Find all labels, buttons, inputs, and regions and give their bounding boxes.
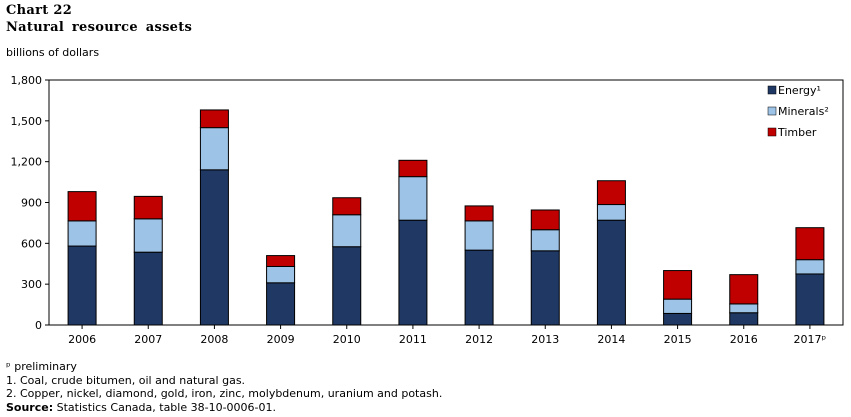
x-axis: 2006 2007 2008 2009 2010 2011 2012 2013 2014 2015… [68, 325, 827, 346]
y-axis-unit-label: billions of dollars [6, 46, 100, 59]
x-tick-label: 2012 [465, 333, 493, 346]
note-preliminary: ᵖ preliminary [6, 360, 77, 373]
bar-segment [530, 229, 560, 252]
bar-segment [464, 205, 494, 222]
legend-swatch [767, 106, 777, 116]
legend-label: Timber [777, 126, 817, 139]
bar-segment [266, 282, 296, 326]
x-tick-label: 2007 [134, 333, 162, 346]
bar-segment [398, 219, 428, 326]
footnotes: ᵖ preliminary 1. Coal, crude bitumen, oi… [6, 360, 442, 414]
y-tick-label: 600 [21, 237, 42, 250]
bar-segment [67, 245, 97, 326]
y-tick-label: 900 [21, 197, 42, 210]
x-tick-label: 2016 [730, 333, 758, 346]
bar-segment [596, 180, 626, 206]
legend-label: Energy¹ [778, 84, 821, 97]
bar-segment [663, 298, 693, 314]
bar-segment [332, 197, 362, 216]
bar-segment [332, 214, 362, 248]
bar-segment [729, 312, 759, 326]
legend-swatch [767, 127, 777, 137]
y-tick-label: 1,800 [11, 74, 43, 87]
source-line: Source: Statistics Canada, table 38-10-0… [6, 401, 442, 415]
bar-segment [596, 204, 626, 221]
bar-segment [266, 255, 296, 267]
y-axis: 0 300 600 900 1,200 1,500 1,800 [11, 74, 49, 332]
bar-segment [199, 127, 229, 171]
x-tick-label: 2015 [664, 333, 692, 346]
bar-segment [530, 209, 560, 231]
legend-label: Minerals² [778, 105, 829, 118]
plot-border [48, 79, 844, 326]
chart-number: Chart 22 [6, 3, 73, 18]
x-tick-label: 2006 [68, 333, 96, 346]
x-tick-label: 2013 [531, 333, 559, 346]
bar-segment [795, 227, 825, 261]
bar-segment [795, 273, 825, 326]
bar-segment [199, 109, 229, 129]
bar-segment [530, 250, 560, 326]
x-tick-label: 2008 [200, 333, 228, 346]
legend-swatch [767, 85, 777, 95]
source-label: Source: [6, 400, 54, 414]
bar-segment [67, 220, 97, 247]
y-tick-label: 300 [21, 278, 42, 291]
plot-area [48, 79, 844, 326]
legend: Energy¹ Minerals² Timber [767, 84, 829, 139]
bar-segment [596, 219, 626, 326]
bar-segment [464, 220, 494, 251]
bar-segment [398, 176, 428, 221]
bar-segment [133, 251, 163, 326]
bar-segment [663, 312, 693, 326]
source-text: Statistics Canada, table 38-10-0006-01. [53, 400, 276, 414]
bar-segment [133, 218, 163, 253]
bar-segment [663, 270, 693, 300]
x-tick-label: 2010 [333, 333, 361, 346]
bar-segment [199, 169, 229, 326]
x-tick-label: 2009 [267, 333, 295, 346]
note-energy: 1. Coal, crude bitumen, oil and natural … [6, 373, 246, 387]
bar-segment [266, 265, 296, 284]
y-tick-label: 0 [35, 319, 42, 332]
bar-segment [464, 249, 494, 326]
bar-segment [67, 191, 97, 222]
x-tick-label: 2017ᵖ [794, 333, 827, 346]
bar-segment [133, 195, 163, 220]
bar-segment [795, 259, 825, 275]
bar-segment [729, 303, 759, 314]
y-tick-label: 1,500 [11, 115, 43, 128]
bars-group [67, 109, 825, 326]
x-tick-label: 2014 [597, 333, 625, 346]
bar-segment [398, 159, 428, 178]
bar-segment [332, 246, 362, 326]
x-tick-label: 2011 [399, 333, 427, 346]
bar-segment [729, 274, 759, 305]
y-tick-label: 1,200 [11, 156, 43, 169]
note-minerals: 2. Copper, nickel, diamond, gold, iron, … [6, 387, 443, 400]
chart-title: Natural resource assets [6, 20, 193, 35]
